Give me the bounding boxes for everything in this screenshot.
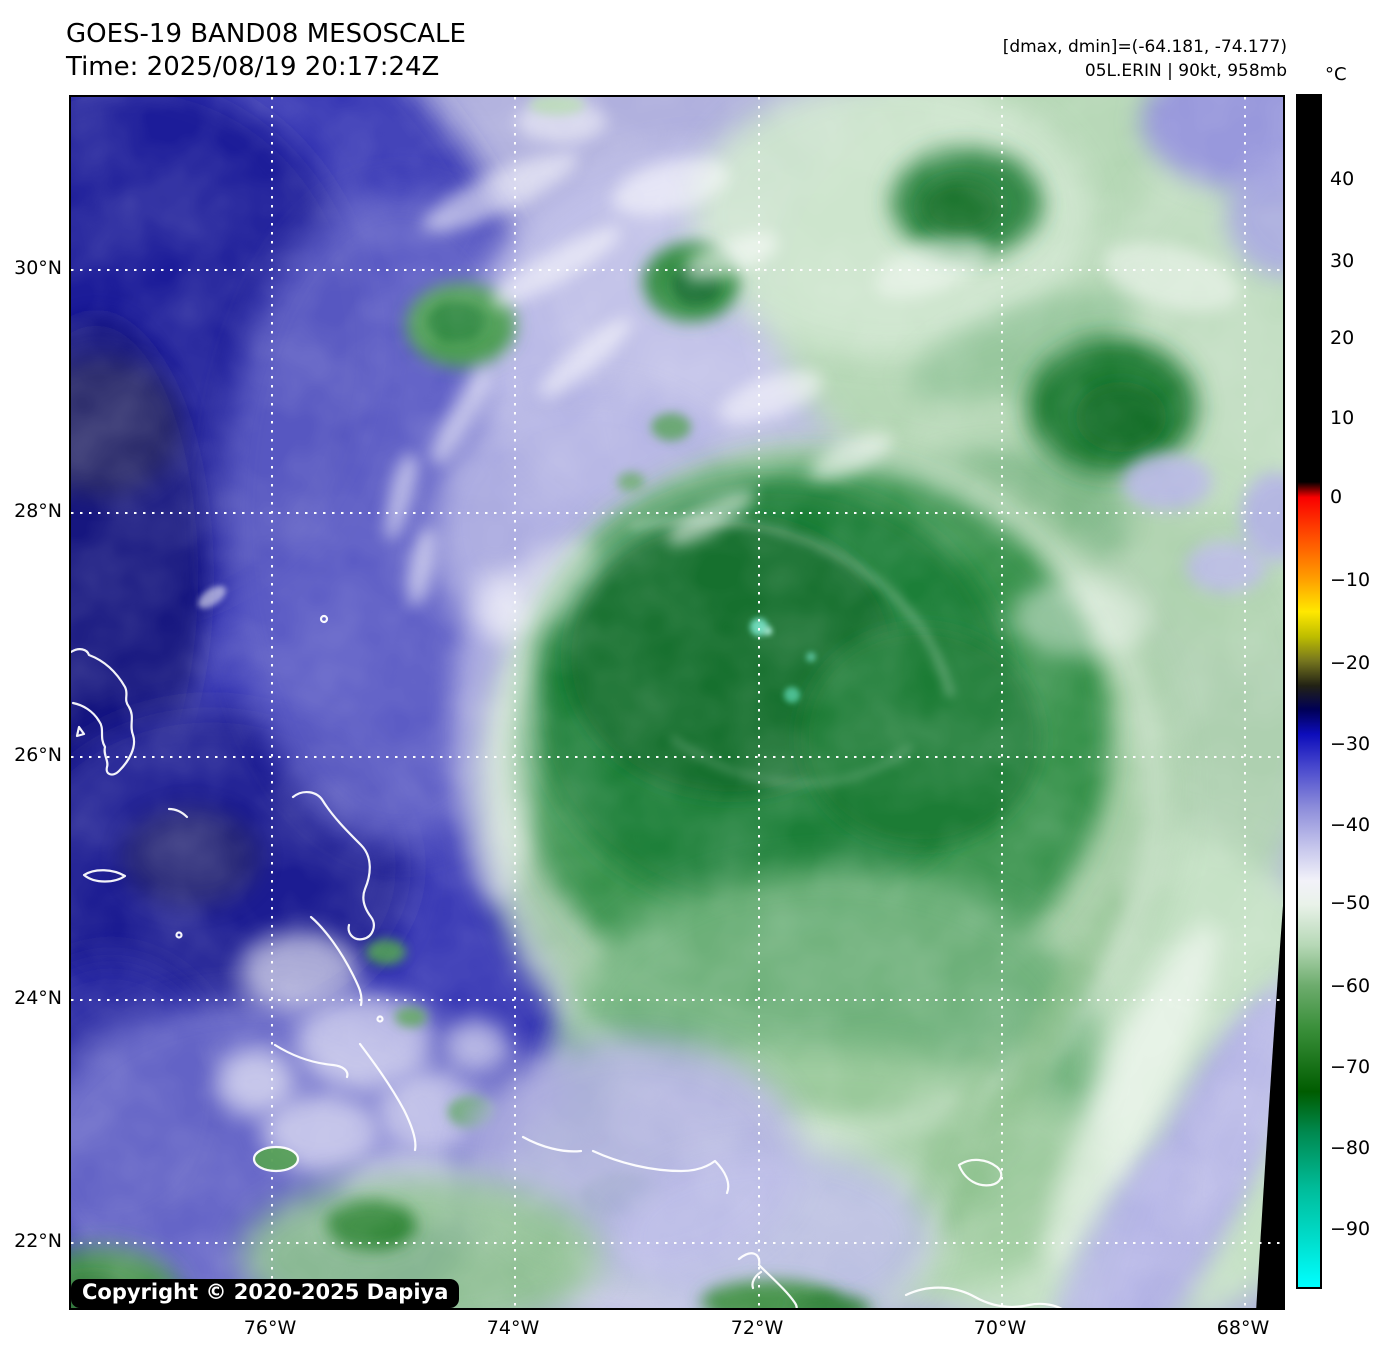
plot-timestamp: Time: 2025/08/19 20:17:24Z — [66, 52, 440, 82]
coast-long-island — [358, 1042, 417, 1152]
lat-axis-label: 26°N — [14, 744, 62, 766]
lon-axis-label: 70°W — [973, 1317, 1027, 1339]
coast-caicos — [737, 1252, 798, 1308]
copyright-badge: Copyright © 2020-2025 Dapiya — [71, 1279, 460, 1308]
colorbar-tick-label: 20 — [1330, 327, 1355, 349]
colorbar-tick-label: 10 — [1330, 407, 1355, 429]
coast-dot — [376, 1015, 384, 1023]
lon-axis-label: 76°W — [243, 1317, 297, 1339]
coast-cat-island — [309, 915, 363, 1007]
colorbar-tick-label: −40 — [1330, 814, 1371, 836]
lon-axis-label: 68°W — [1216, 1317, 1270, 1339]
cloud-texture-noise — [71, 97, 1283, 1308]
colorbar-tick-label: 0 — [1330, 486, 1343, 508]
coast-great-abaco — [71, 648, 136, 776]
coast-fragment — [167, 807, 189, 819]
lat-axis-label: 28°N — [14, 500, 62, 522]
colorbar-tick-label: −80 — [1330, 1137, 1371, 1159]
satellite-map-panel — [69, 95, 1285, 1310]
lat-axis-label: 30°N — [14, 257, 62, 279]
coast-islet — [75, 725, 86, 738]
coast-eleuthera — [291, 791, 375, 941]
colorbar-tick-label: −50 — [1330, 892, 1371, 914]
colorbar-tick-label: −30 — [1330, 733, 1371, 755]
storm-info-annotation: 05L.ERIN | 90kt, 958mb — [1084, 61, 1287, 81]
colorbar-tick-label: −60 — [1330, 975, 1371, 997]
colorbar-tick-label: −20 — [1330, 652, 1371, 674]
colorbar-tick-label: −90 — [1330, 1218, 1371, 1240]
lat-axis-label: 22°N — [14, 1230, 62, 1252]
satellite-imagery — [71, 97, 1283, 1308]
plot-title: GOES-19 BAND08 MESOSCALE — [66, 19, 466, 49]
lon-axis-label: 72°W — [730, 1317, 784, 1339]
colorbar-tick-label: 40 — [1330, 168, 1355, 190]
coast-crooked-acklins — [521, 1135, 730, 1195]
coast-dot — [319, 614, 329, 624]
coast-dot — [175, 931, 183, 939]
coast-green-islet — [252, 1145, 300, 1173]
lat-axis-label: 24°N — [14, 987, 62, 1009]
coast-exuma-chain — [273, 1043, 349, 1079]
colorbar-tick-label: −10 — [1330, 569, 1371, 591]
dmax-dmin-annotation: [dmax, dmin]=(-64.181, -74.177) — [1002, 37, 1287, 57]
scan-edge-black-wedge — [1256, 905, 1283, 1308]
colorbar-tick-label: −70 — [1330, 1056, 1371, 1078]
lon-axis-label: 74°W — [486, 1317, 540, 1339]
colorbar-unit-label: °C — [1325, 64, 1347, 85]
colorbar — [1296, 94, 1322, 1289]
coast-hispaniola — [900, 1286, 1063, 1308]
coast-turks — [957, 1158, 1003, 1187]
colorbar-tick-label: 30 — [1330, 250, 1355, 272]
coastline-layer — [71, 614, 1063, 1308]
coast-small-islands — [82, 869, 127, 883]
